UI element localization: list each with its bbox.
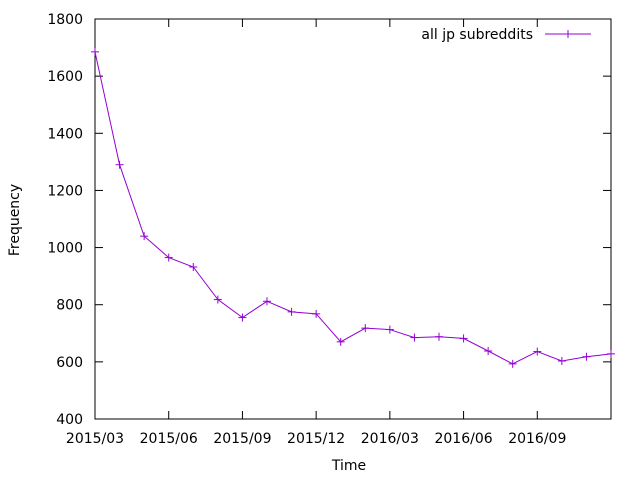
data-point-marker	[140, 232, 149, 241]
data-point-marker	[410, 333, 419, 342]
y-tick-label: 800	[56, 298, 83, 314]
legend: all jp subreddits	[421, 27, 591, 43]
series-line	[94, 51, 612, 365]
data-point-marker	[557, 357, 566, 365]
data-point-marker	[484, 347, 493, 355]
y-tick-label: 1400	[47, 126, 83, 142]
x-tick-label: 2016/09	[508, 431, 566, 447]
x-tick-label: 2015/09	[213, 431, 271, 447]
y-axis-title: Frequency	[7, 184, 23, 256]
y-tick-label: 1000	[47, 241, 83, 257]
x-tick-label: 2015/06	[140, 431, 198, 447]
data-point-marker	[336, 337, 345, 346]
series-layer	[91, 47, 615, 368]
y-axis-ticks: 400 600 800 1000 1200 1400 1600 1800	[47, 12, 611, 428]
data-point-marker	[361, 324, 370, 333]
data-point-marker	[582, 352, 591, 361]
legend-marker	[564, 30, 572, 38]
data-point-marker	[213, 295, 222, 304]
data-point-marker	[607, 349, 615, 358]
y-tick-label: 600	[56, 355, 83, 371]
plot-frame	[94, 18, 612, 420]
y-tick-label: 400	[56, 412, 83, 428]
x-tick-label: 2016/06	[434, 431, 492, 447]
data-point-marker	[459, 334, 468, 343]
data-point-marker	[164, 253, 173, 262]
x-tick-label: 2015/12	[287, 431, 345, 447]
data-point-marker	[115, 160, 124, 169]
y-tick-label: 1800	[47, 12, 83, 28]
data-point-marker	[508, 359, 517, 368]
data-point-marker	[263, 297, 271, 306]
data-point-marker	[287, 307, 296, 316]
data-point-marker	[312, 309, 321, 318]
data-point-marker	[385, 325, 394, 334]
y-tick-label: 1200	[47, 183, 83, 199]
x-axis-ticks: 2015/03 2015/06 2015/09 2015/12 2016/03 2016/…	[66, 19, 566, 447]
x-tick-label: 2016/03	[361, 431, 419, 447]
y-tick-label: 1600	[47, 69, 83, 85]
legend-label: all jp subreddits	[421, 27, 533, 43]
data-point-marker	[435, 332, 443, 341]
data-point-marker	[91, 47, 99, 56]
data-point-marker	[189, 263, 198, 271]
x-axis-title: Time	[331, 458, 366, 474]
x-tick-label: 2015/03	[66, 431, 124, 447]
data-point-marker	[238, 313, 247, 322]
data-point-marker	[533, 347, 542, 356]
